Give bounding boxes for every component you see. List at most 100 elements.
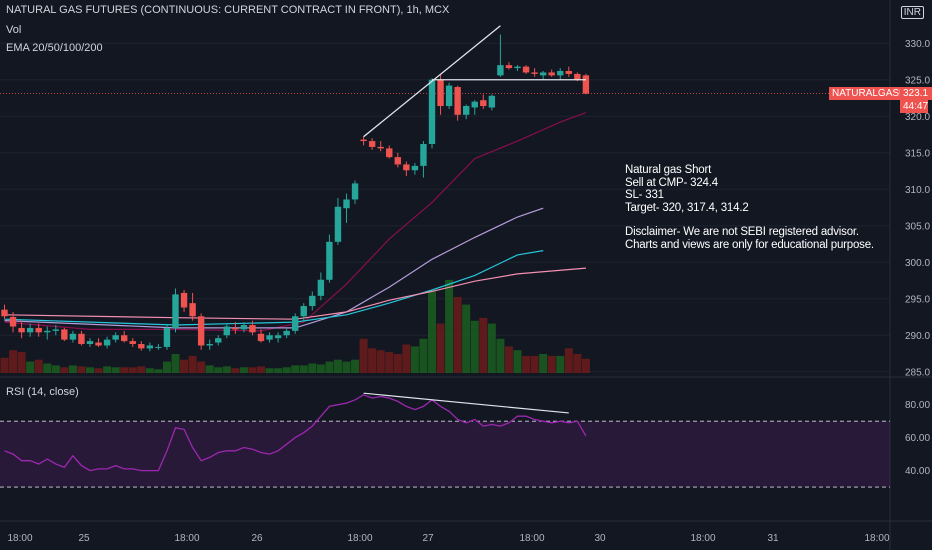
candle-body	[266, 335, 273, 340]
rsi-band-fill	[0, 421, 890, 488]
candle-body	[548, 72, 555, 76]
candle-body	[574, 73, 581, 80]
candle-body	[326, 241, 333, 280]
candle-body	[437, 79, 444, 107]
candle-body	[172, 294, 179, 328]
volume-bar	[188, 355, 197, 373]
volume-bar	[522, 355, 531, 373]
candle-body	[103, 339, 111, 346]
candle-body	[180, 292, 188, 308]
volume-bar	[581, 358, 590, 373]
candle-body	[539, 72, 547, 76]
volume-bar	[154, 369, 163, 373]
candle-body	[129, 341, 136, 345]
time-tick-label: 18:00	[864, 533, 889, 544]
rsi-tick-label: 60.00	[905, 433, 930, 444]
volume-bar	[445, 279, 454, 373]
candle-body	[334, 206, 342, 242]
price-tick-label: 330.0	[905, 39, 930, 50]
volume-bar	[333, 359, 342, 373]
volume-bar	[9, 350, 18, 373]
chart-title[interactable]: NATURAL GAS FUTURES (CONTINUOUS: CURRENT…	[6, 4, 450, 16]
price-tick-label: 285.0	[905, 367, 930, 378]
volume-bar	[265, 368, 274, 373]
volume-bar	[351, 359, 360, 373]
rsi-legend[interactable]: RSI (14, close)	[6, 386, 79, 398]
candle-body	[351, 183, 359, 200]
volume-bar	[86, 367, 94, 373]
volume-bar	[504, 346, 513, 373]
volume-bar	[479, 317, 488, 373]
volume-bar	[26, 361, 35, 373]
volume-bar	[17, 352, 26, 373]
candle-body	[317, 279, 325, 296]
volume-bar	[453, 297, 462, 373]
volume-bar	[94, 368, 103, 373]
candle-body	[300, 306, 307, 317]
trade-note: Natural gas Short Sell at CMP- 324.4 SL-…	[625, 164, 874, 251]
candle-body	[232, 327, 239, 330]
candle-body	[240, 325, 248, 330]
candle-body	[69, 333, 77, 340]
time-tick-label: 18:00	[174, 533, 199, 544]
volume-bar	[291, 365, 300, 373]
volume-bar	[496, 338, 505, 373]
volume-bar	[0, 357, 9, 373]
rsi-tick-label: 80.00	[905, 400, 930, 411]
candle-body	[368, 141, 376, 147]
volume-bar	[436, 323, 445, 373]
candle-body	[386, 148, 393, 158]
bar-countdown-label: 44:47	[900, 100, 928, 113]
candle-body	[582, 75, 590, 94]
price-tick-label: 300.0	[905, 258, 930, 269]
candle-body	[223, 326, 230, 336]
candle-body	[35, 327, 42, 333]
candle-body	[146, 345, 154, 349]
volume-bar	[402, 344, 411, 373]
volume-bar	[257, 366, 265, 373]
volume-legend[interactable]: Vol	[6, 24, 22, 36]
rsi-panel: 80.00 60.00 40.00	[0, 392, 930, 488]
volume-bar	[68, 365, 77, 373]
price-tick-label: 305.0	[905, 221, 930, 232]
time-tick-label: 18:00	[519, 533, 544, 544]
volume-bar	[299, 365, 308, 373]
candle-body	[557, 70, 564, 76]
note-line-2: Sell at CMP- 324.4	[625, 176, 718, 189]
candle-body	[522, 66, 530, 73]
price-tick-label: 320.0	[905, 112, 930, 123]
volume-bar	[325, 361, 334, 373]
candles	[1, 34, 590, 352]
time-axis[interactable]: 18:00 25 18:00 26 18:00 27 18:00 30 18:00 31 18:00	[7, 533, 889, 544]
volume-bar	[205, 365, 214, 373]
volume-bar	[274, 368, 283, 373]
candle-body	[283, 330, 290, 336]
volume-bar	[120, 367, 129, 373]
price-tick-label: 290.0	[905, 331, 930, 342]
volume-bar	[428, 291, 436, 373]
ema-legend[interactable]: EMA 20/50/100/200	[6, 42, 103, 54]
volume-bar	[103, 366, 112, 373]
time-tick-label: 30	[594, 533, 606, 544]
candle-body	[112, 335, 119, 340]
price-axis[interactable]: 330.0 325.0 320.0 315.0 310.0 305.0 300.0 295.0…	[905, 39, 930, 379]
volume-bar	[556, 355, 565, 373]
price-tick-label: 315.0	[905, 148, 930, 159]
volume-bar	[385, 352, 394, 373]
rsi-trendline	[363, 392, 569, 414]
trendline	[363, 25, 501, 138]
candle-body	[309, 295, 316, 307]
volume-bar	[410, 346, 419, 373]
volume-bar	[248, 367, 257, 373]
candle-body	[488, 95, 496, 108]
currency-badge[interactable]: INR	[900, 6, 924, 19]
rsi-tick-label: 40.00	[905, 466, 930, 477]
volume-bar	[368, 348, 377, 373]
volume-bar	[43, 363, 52, 373]
ema-line-1	[4, 112, 587, 332]
candle-body	[52, 329, 59, 331]
candle-body	[445, 85, 453, 107]
candle-body	[18, 327, 25, 333]
time-tick-label: 18:00	[347, 533, 372, 544]
time-tick-label: 26	[251, 533, 263, 544]
